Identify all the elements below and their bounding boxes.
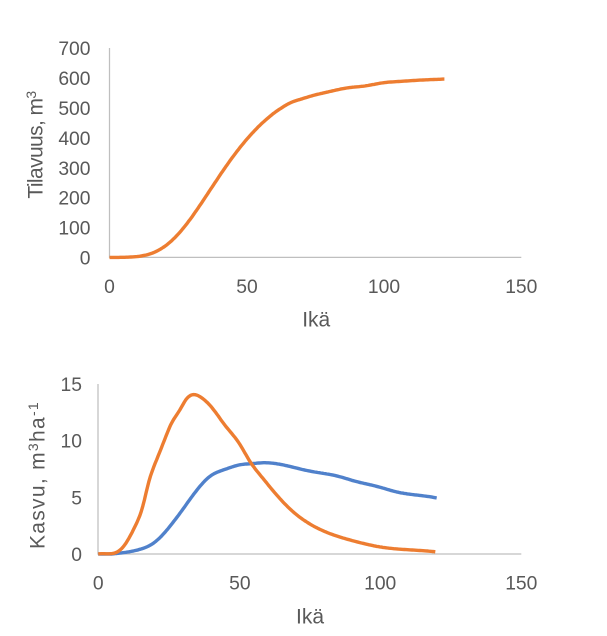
svg-text:0: 0: [93, 573, 104, 594]
svg-text:Tilavuus, m3: Tilavuus, m3: [23, 91, 48, 199]
svg-text:0: 0: [71, 545, 82, 566]
svg-text:15: 15: [61, 375, 82, 396]
svg-text:Kasvu, m3ha-1: Kasvu, m3ha-1: [25, 401, 50, 549]
svg-text:0: 0: [80, 248, 91, 269]
svg-text:100: 100: [364, 573, 396, 594]
svg-text:0: 0: [104, 277, 115, 298]
svg-text:Ikä: Ikä: [296, 606, 324, 629]
svg-text:500: 500: [58, 99, 90, 120]
svg-text:50: 50: [229, 573, 250, 594]
svg-text:600: 600: [58, 69, 90, 90]
svg-text:150: 150: [505, 573, 537, 594]
svg-text:700: 700: [58, 39, 90, 60]
svg-text:400: 400: [58, 129, 90, 150]
svg-text:Ikä: Ikä: [302, 309, 330, 332]
svg-text:10: 10: [61, 432, 82, 453]
svg-text:150: 150: [505, 277, 537, 298]
svg-text:5: 5: [71, 488, 82, 509]
svg-text:100: 100: [368, 277, 400, 298]
svg-text:50: 50: [236, 277, 257, 298]
svg-text:300: 300: [58, 159, 90, 180]
svg-text:200: 200: [58, 189, 90, 210]
svg-text:100: 100: [58, 219, 90, 240]
